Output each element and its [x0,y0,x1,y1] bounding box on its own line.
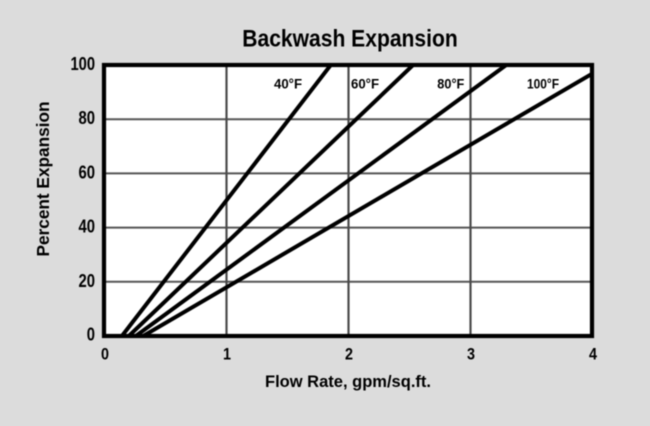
svg-text:Flow Rate, gpm/sq.ft.: Flow Rate, gpm/sq.ft. [265,372,431,391]
svg-text:60°F: 60°F [351,76,379,91]
svg-text:80: 80 [79,108,96,128]
svg-text:0: 0 [101,345,109,364]
svg-text:3: 3 [467,345,475,364]
svg-text:1: 1 [223,345,231,364]
svg-text:100: 100 [71,54,96,74]
svg-text:Backwash Expansion: Backwash Expansion [242,26,458,53]
svg-text:80°F: 80°F [437,76,464,91]
svg-text:100°F: 100°F [527,76,559,91]
svg-text:20: 20 [79,271,96,291]
svg-text:0: 0 [87,325,95,345]
svg-text:Percent Expansion: Percent Expansion [33,102,53,257]
svg-text:2: 2 [345,345,353,364]
svg-text:60: 60 [79,162,96,182]
svg-text:4: 4 [589,345,597,364]
svg-text:40: 40 [79,217,96,237]
svg-text:40°F: 40°F [274,76,302,91]
